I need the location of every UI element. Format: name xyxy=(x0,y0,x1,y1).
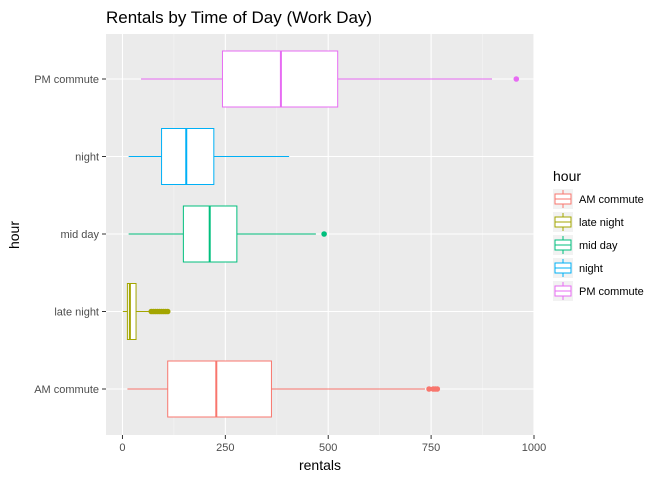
legend-label: PM commute xyxy=(579,286,644,298)
legend-label: late night xyxy=(579,217,624,229)
box-mid-day xyxy=(128,205,327,263)
y-tick-label: night xyxy=(75,152,99,164)
x-tick-label: 750 xyxy=(422,442,440,454)
box-iqr xyxy=(126,283,137,340)
axes: 0 250 500 750 1000 AM commute late night mid da… xyxy=(34,74,546,454)
box-iqr xyxy=(161,128,215,185)
legend-item: AM commute xyxy=(553,189,644,209)
y-tick-label: AM commute xyxy=(34,384,99,396)
outlier-point xyxy=(321,231,327,237)
outlier-point xyxy=(513,76,520,82)
box-night xyxy=(128,128,290,185)
legend-label: AM commute xyxy=(579,194,644,206)
box-iqr xyxy=(167,360,272,418)
legend-label: mid day xyxy=(579,240,618,252)
legend-item: PM commute xyxy=(553,281,644,301)
y-tick-label: PM commute xyxy=(34,74,99,86)
legend-title: hour xyxy=(553,168,581,184)
box-am-commute xyxy=(127,360,441,418)
chart-title: Rentals by Time of Day (Work Day) xyxy=(106,8,372,27)
legend-item: night xyxy=(553,258,603,278)
y-tick-label: late night xyxy=(54,307,99,319)
x-tick-label: 250 xyxy=(216,442,234,454)
outlier-point xyxy=(426,386,432,392)
y-tick-label: mid day xyxy=(60,229,99,241)
x-axis-title: rentals xyxy=(299,457,341,473)
legend-item: mid day xyxy=(553,235,618,255)
x-tick-label: 1000 xyxy=(522,442,546,454)
legend-item: late night xyxy=(553,212,624,232)
boxplot-layer xyxy=(122,50,520,418)
box-late-night xyxy=(122,283,171,340)
legend: hour AM commute late night mid day night PM … xyxy=(553,168,644,301)
box-pm-commute xyxy=(140,50,520,108)
legend-label: night xyxy=(579,263,603,275)
x-tick-label: 500 xyxy=(319,442,337,454)
y-axis-title: hour xyxy=(6,221,22,249)
outlier-point xyxy=(434,386,441,392)
x-tick-label: 0 xyxy=(119,442,125,454)
outlier-point xyxy=(164,308,171,315)
